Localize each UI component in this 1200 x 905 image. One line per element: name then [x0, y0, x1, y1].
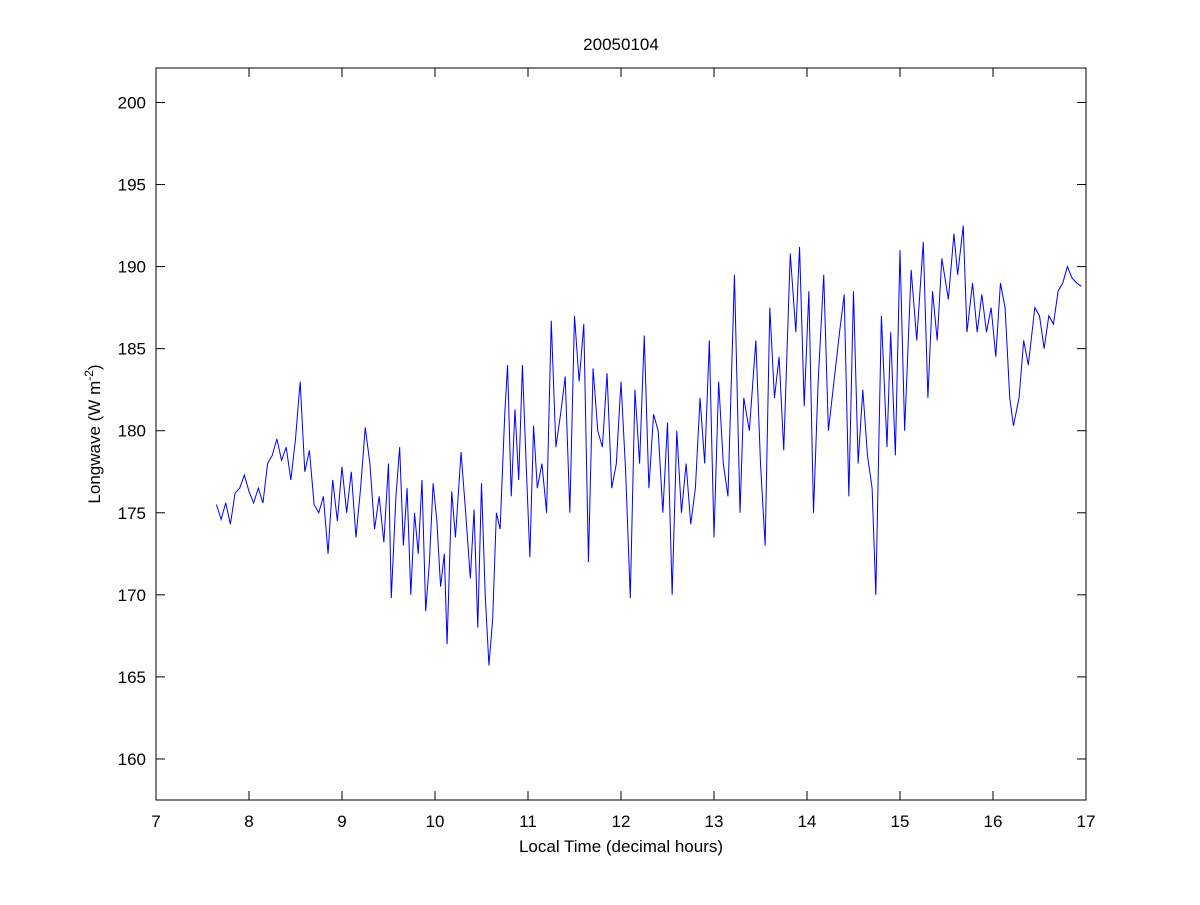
x-tick-label: 15	[891, 812, 910, 831]
x-tick-label: 11	[519, 812, 537, 831]
x-tick-label: 14	[798, 812, 817, 831]
x-tick-label: 8	[244, 812, 253, 831]
y-tick-label: 195	[118, 176, 146, 195]
x-tick-label: 13	[705, 812, 724, 831]
data-line	[215, 225, 1082, 666]
x-axis-label: Local Time (decimal hours)	[519, 837, 723, 856]
y-label-sup: -2	[82, 370, 96, 381]
y-label-suffix: )	[85, 364, 104, 370]
y-tick-label: 185	[118, 340, 146, 359]
y-axis-label: Longwave (W m-2)	[82, 364, 104, 503]
y-tick-label: 180	[118, 422, 146, 441]
y-tick-label: 190	[118, 258, 146, 277]
plot-area	[155, 67, 1087, 801]
x-tick-label: 17	[1077, 812, 1096, 831]
chart-title: 20050104	[583, 35, 659, 54]
x-tick-label: 9	[337, 812, 346, 831]
y-tick-label: 200	[118, 93, 146, 112]
x-tick-label: 16	[984, 812, 1003, 831]
y-label-text: Longwave (W m	[85, 381, 104, 504]
x-tick-label: 12	[612, 812, 631, 831]
y-tick-label: 160	[118, 750, 146, 769]
x-tick-label: 7	[151, 812, 160, 831]
x-tick-label: 10	[426, 812, 445, 831]
y-tick-label: 165	[118, 668, 146, 687]
y-tick-label: 175	[118, 504, 146, 523]
y-tick-label: 170	[118, 586, 146, 605]
